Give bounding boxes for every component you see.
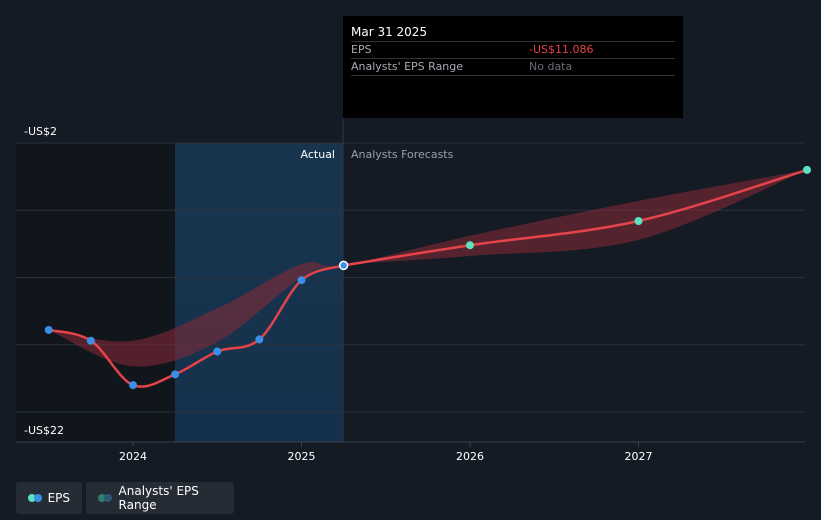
legend-eps-label: EPS <box>47 491 70 505</box>
range-legend-icon <box>98 493 112 503</box>
tooltip-eps-row: EPS -US$11.086 <box>351 42 675 59</box>
actual-label: Actual <box>301 148 335 161</box>
eps-points <box>44 165 811 390</box>
eps-forecast-point <box>634 217 643 226</box>
tooltip-range-label: Analysts' EPS Range <box>351 60 464 73</box>
eps-point <box>44 325 53 334</box>
eps-legend-icon <box>28 493 42 503</box>
tooltip-eps-value: -US$11.086 <box>529 43 594 56</box>
eps-point <box>213 347 222 356</box>
x-tick-label: 2026 <box>456 450 484 463</box>
eps-point-selected <box>338 260 349 271</box>
tooltip-range-row: Analysts' EPS Range No data <box>351 59 675 76</box>
x-tick-label: 2024 <box>119 450 147 463</box>
eps-line <box>48 264 345 388</box>
x-axis-ticks: 2024 2025 2026 2027 <box>119 442 653 463</box>
eps-forecast-point <box>803 165 811 174</box>
eps-point <box>86 336 95 345</box>
eps-point <box>129 381 137 390</box>
y-tick-label-top: -US$2 <box>24 125 57 138</box>
legend-range-label: Analysts' EPS Range <box>118 484 199 512</box>
tooltip-eps-label: EPS <box>351 43 372 56</box>
legend-range[interactable]: Analysts' EPS Range <box>86 482 234 514</box>
past-shade <box>16 143 175 442</box>
eps-range-band <box>48 169 807 367</box>
tooltip-range-value: No data <box>529 60 573 73</box>
tooltip-date: Mar 31 2025 <box>351 23 675 42</box>
forecast-label: Analysts Forecasts <box>351 148 454 161</box>
x-tick-label: 2027 <box>625 450 653 463</box>
eps-point <box>297 276 306 285</box>
eps-point <box>255 335 264 344</box>
x-tick-label: 2025 <box>288 450 316 463</box>
eps-forecast-point <box>466 241 474 250</box>
y-tick-label-bottom: -US$22 <box>24 424 64 437</box>
eps-forecast-line <box>343 168 808 267</box>
legend-eps[interactable]: EPS <box>16 482 82 514</box>
eps-point <box>171 370 180 379</box>
tooltip: Mar 31 2025 EPS -US$11.086 Analysts' EPS… <box>343 16 683 118</box>
